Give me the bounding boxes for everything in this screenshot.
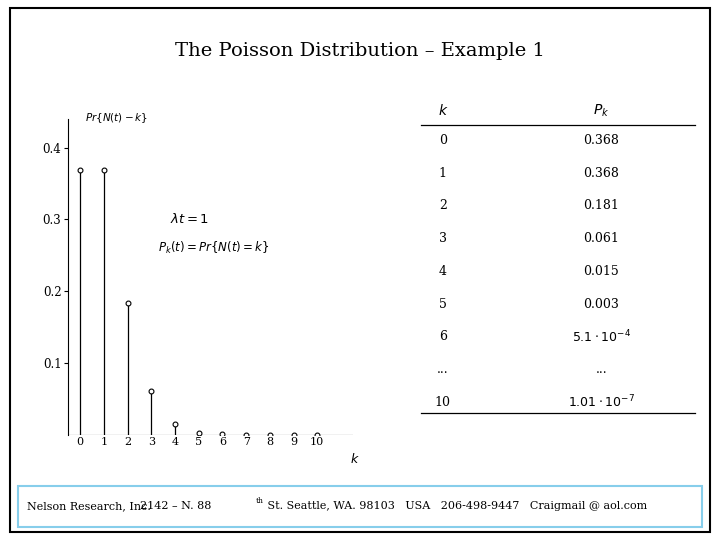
Text: 6: 6 <box>438 330 447 343</box>
Text: $1.01 \cdot 10^{-7}$: $1.01 \cdot 10^{-7}$ <box>568 394 634 410</box>
FancyBboxPatch shape <box>18 486 702 526</box>
Text: 0: 0 <box>438 134 447 147</box>
Text: $P_k$: $P_k$ <box>593 103 609 119</box>
Text: $k$: $k$ <box>351 452 360 466</box>
Text: 0.061: 0.061 <box>583 232 619 245</box>
Text: 3: 3 <box>438 232 447 245</box>
Text: 0.368: 0.368 <box>583 167 619 180</box>
Text: The Poisson Distribution – Example 1: The Poisson Distribution – Example 1 <box>175 42 545 60</box>
Text: 5: 5 <box>439 298 446 310</box>
Text: 2: 2 <box>439 199 446 212</box>
Text: 0.181: 0.181 <box>583 199 619 212</box>
Text: Nelson Research, Inc.: Nelson Research, Inc. <box>27 501 151 511</box>
Text: 0.003: 0.003 <box>583 298 619 310</box>
FancyBboxPatch shape <box>10 8 710 532</box>
Text: 2142 – N. 88: 2142 – N. 88 <box>140 501 212 511</box>
Text: ...: ... <box>595 363 607 376</box>
Text: $5.1 \cdot 10^{-4}$: $5.1 \cdot 10^{-4}$ <box>572 328 631 345</box>
Text: 1: 1 <box>438 167 447 180</box>
Text: th: th <box>256 497 264 504</box>
Text: 4: 4 <box>438 265 447 278</box>
Text: ...: ... <box>437 363 449 376</box>
Text: 0.368: 0.368 <box>583 134 619 147</box>
Text: $Pr\{N(t) - k\}$: $Pr\{N(t) - k\}$ <box>85 111 148 125</box>
Text: $k$: $k$ <box>438 103 448 118</box>
Text: 0.015: 0.015 <box>583 265 619 278</box>
Text: 10: 10 <box>435 396 451 409</box>
Text: $P_k(t) = Pr\{N(t) = k\}$: $P_k(t) = Pr\{N(t) = k\}$ <box>158 240 270 256</box>
Text: $\lambda t = 1$: $\lambda t = 1$ <box>171 212 210 226</box>
Text: St. Seattle, WA. 98103   USA   206-498-9447   Craigmail @ aol.com: St. Seattle, WA. 98103 USA 206-498-9447 … <box>264 501 647 511</box>
